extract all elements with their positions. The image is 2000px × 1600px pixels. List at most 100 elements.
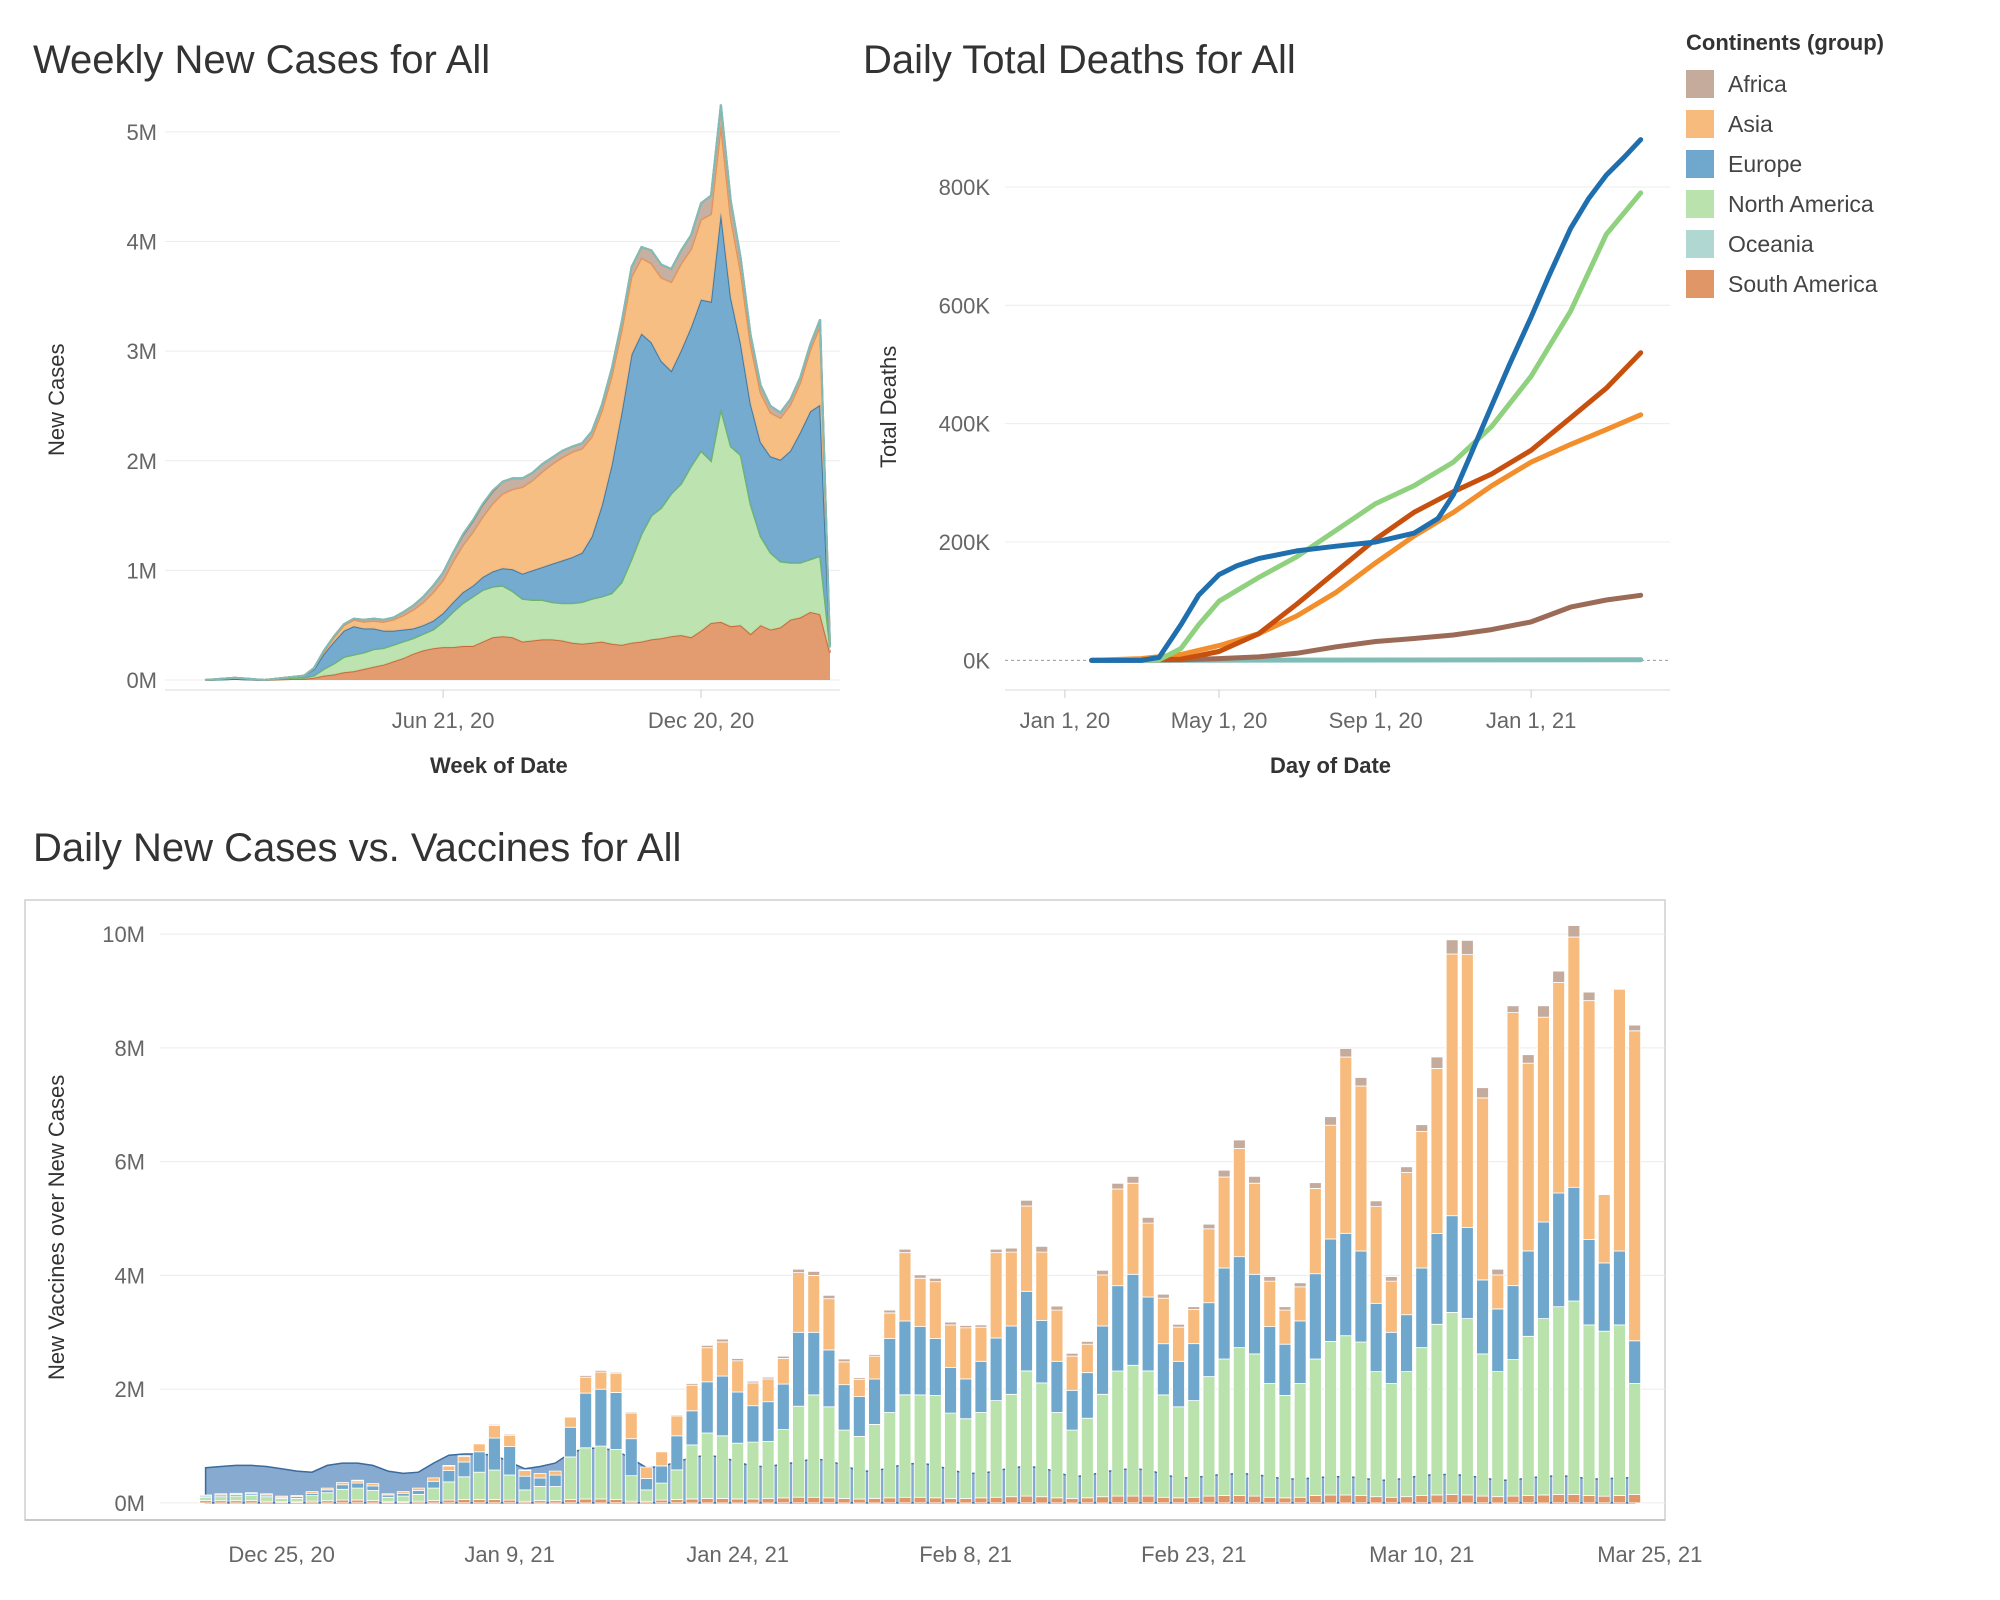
vaccine-bar-africa bbox=[1354, 1077, 1368, 1087]
vaccine-bar-europe bbox=[1309, 1273, 1322, 1360]
vaccine-bar-south-america bbox=[1020, 1495, 1033, 1504]
vaccine-bar-europe bbox=[868, 1378, 881, 1425]
vaccine-bar-north-america bbox=[1324, 1341, 1337, 1496]
vaccine-bar-africa bbox=[929, 1277, 942, 1283]
vaccine-bar-europe bbox=[1233, 1256, 1246, 1348]
vaccines-x-tick-label: Jan 9, 21 bbox=[464, 1542, 555, 1567]
vaccine-bar-asia bbox=[731, 1360, 745, 1393]
vaccine-bar-asia bbox=[1445, 953, 1459, 1217]
vaccine-bar-south-america bbox=[1369, 1496, 1383, 1504]
deaths-line-north-america bbox=[1089, 190, 1644, 663]
vaccine-bar-asia bbox=[1065, 1355, 1079, 1391]
vaccine-bar-asia bbox=[853, 1379, 866, 1398]
vaccine-bar-asia bbox=[1339, 1056, 1353, 1234]
vaccine-bar-south-america bbox=[548, 1500, 562, 1504]
vaccine-bar-europe bbox=[579, 1392, 593, 1449]
legend-item-north-america[interactable]: North America bbox=[1686, 184, 1884, 224]
vaccine-bar-europe bbox=[1081, 1372, 1094, 1419]
vaccine-bar-south-america bbox=[853, 1498, 866, 1504]
vaccine-bar-africa bbox=[1552, 970, 1565, 983]
vaccine-bar-north-america bbox=[1400, 1371, 1413, 1497]
vaccine-bar-asia bbox=[427, 1477, 441, 1482]
vaccine-bar-europe bbox=[944, 1367, 957, 1414]
vaccine-bar-africa bbox=[1445, 939, 1459, 955]
vaccine-bar-africa bbox=[944, 1321, 957, 1326]
vaccine-bar-europe bbox=[989, 1337, 1003, 1401]
vaccine-bar-north-america bbox=[1020, 1370, 1033, 1497]
legend-swatch bbox=[1686, 110, 1714, 138]
deaths-y-tick-label: 800K bbox=[939, 175, 991, 200]
legend-item-oceania[interactable]: Oceania bbox=[1686, 224, 1884, 264]
vaccine-bar-south-america bbox=[351, 1499, 365, 1504]
weekly-x-axis-title: Week of Date bbox=[430, 753, 568, 778]
vaccine-bar-south-america bbox=[1552, 1494, 1565, 1504]
vaccine-bar-north-america bbox=[1233, 1347, 1246, 1496]
vaccine-bar-asia bbox=[883, 1312, 897, 1340]
vaccine-bar-north-america bbox=[716, 1435, 729, 1499]
vaccine-bar-asia bbox=[1111, 1188, 1125, 1287]
vaccine-bar-north-america bbox=[822, 1406, 836, 1499]
vaccine-bar-north-america bbox=[974, 1412, 988, 1499]
vaccine-bar-south-america bbox=[1415, 1495, 1429, 1504]
vaccine-bar-south-america bbox=[868, 1498, 881, 1504]
vaccine-bar-europe bbox=[1582, 1239, 1596, 1326]
vaccine-bar-south-america bbox=[1111, 1495, 1125, 1504]
vaccine-bar-africa bbox=[1217, 1169, 1231, 1178]
vaccine-bar-asia bbox=[1385, 1280, 1398, 1333]
vaccine-bar-europe bbox=[624, 1438, 638, 1477]
vaccine-bar-south-america bbox=[1005, 1496, 1018, 1504]
legend-item-europe[interactable]: Europe bbox=[1686, 144, 1884, 184]
vaccine-bar-south-america bbox=[746, 1498, 760, 1504]
vaccine-bar-africa bbox=[807, 1271, 821, 1276]
vaccine-bar-africa bbox=[1126, 1176, 1140, 1184]
vaccine-bar-africa bbox=[518, 1469, 532, 1471]
vaccine-bar-south-america bbox=[1278, 1497, 1292, 1504]
vaccine-bar-europe bbox=[670, 1435, 684, 1471]
vaccine-bar-europe bbox=[655, 1465, 669, 1484]
vaccine-bar-north-america bbox=[655, 1482, 669, 1501]
vaccine-bar-asia bbox=[579, 1376, 593, 1394]
vaccine-bar-europe bbox=[396, 1492, 410, 1497]
vaccine-bar-north-america bbox=[488, 1469, 501, 1500]
vaccine-bar-europe bbox=[1445, 1215, 1459, 1313]
deaths-x-axis-title: Day of Date bbox=[1270, 753, 1392, 778]
vaccine-bar-south-america bbox=[822, 1497, 836, 1504]
vaccine-bar-asia bbox=[320, 1487, 334, 1491]
vaccine-bar-asia bbox=[1582, 1000, 1596, 1241]
vaccine-bar-asia bbox=[1233, 1148, 1246, 1258]
vaccine-bar-asia bbox=[716, 1341, 729, 1377]
vaccine-bar-south-america bbox=[1445, 1494, 1459, 1504]
vaccine-bar-europe bbox=[1491, 1308, 1505, 1372]
vaccine-bar-south-america bbox=[1248, 1495, 1261, 1504]
vaccine-bar-europe bbox=[472, 1451, 486, 1473]
vaccine-bar-asia bbox=[229, 1492, 243, 1495]
vaccine-bar-north-america bbox=[1582, 1324, 1596, 1496]
vaccine-bar-europe bbox=[807, 1331, 821, 1396]
vaccine-bar-africa bbox=[1263, 1276, 1277, 1282]
vaccine-bar-north-america bbox=[199, 1496, 212, 1501]
vaccine-bar-africa bbox=[503, 1433, 517, 1436]
legend-swatch bbox=[1686, 230, 1714, 258]
vaccine-bar-south-america bbox=[457, 1499, 471, 1504]
legend-item-south-america[interactable]: South America bbox=[1686, 264, 1884, 304]
vaccine-bar-north-america bbox=[1491, 1371, 1505, 1497]
deaths-x-tick-label: May 1, 20 bbox=[1171, 708, 1268, 733]
vaccine-bar-africa bbox=[700, 1345, 714, 1349]
vaccine-bar-south-america bbox=[944, 1498, 957, 1504]
vaccine-bar-north-america bbox=[548, 1486, 562, 1502]
vaccine-bar-south-america bbox=[503, 1499, 517, 1504]
vaccine-bar-europe bbox=[488, 1437, 501, 1471]
deaths-y-tick-label: 200K bbox=[939, 530, 991, 555]
vaccine-bar-north-america bbox=[579, 1447, 593, 1500]
vaccine-bar-north-america bbox=[564, 1456, 577, 1501]
legend-item-africa[interactable]: Africa bbox=[1686, 64, 1884, 104]
vaccine-bar-africa bbox=[1400, 1166, 1413, 1173]
legend-item-asia[interactable]: Asia bbox=[1686, 104, 1884, 144]
vaccine-bar-asia bbox=[396, 1491, 410, 1494]
vaccine-bar-asia bbox=[1552, 982, 1565, 1194]
vaccine-bar-north-america bbox=[640, 1489, 653, 1502]
vaccine-bar-asia bbox=[472, 1443, 486, 1453]
vaccine-bar-asia bbox=[412, 1487, 425, 1491]
vaccine-bar-south-america bbox=[1202, 1495, 1216, 1504]
